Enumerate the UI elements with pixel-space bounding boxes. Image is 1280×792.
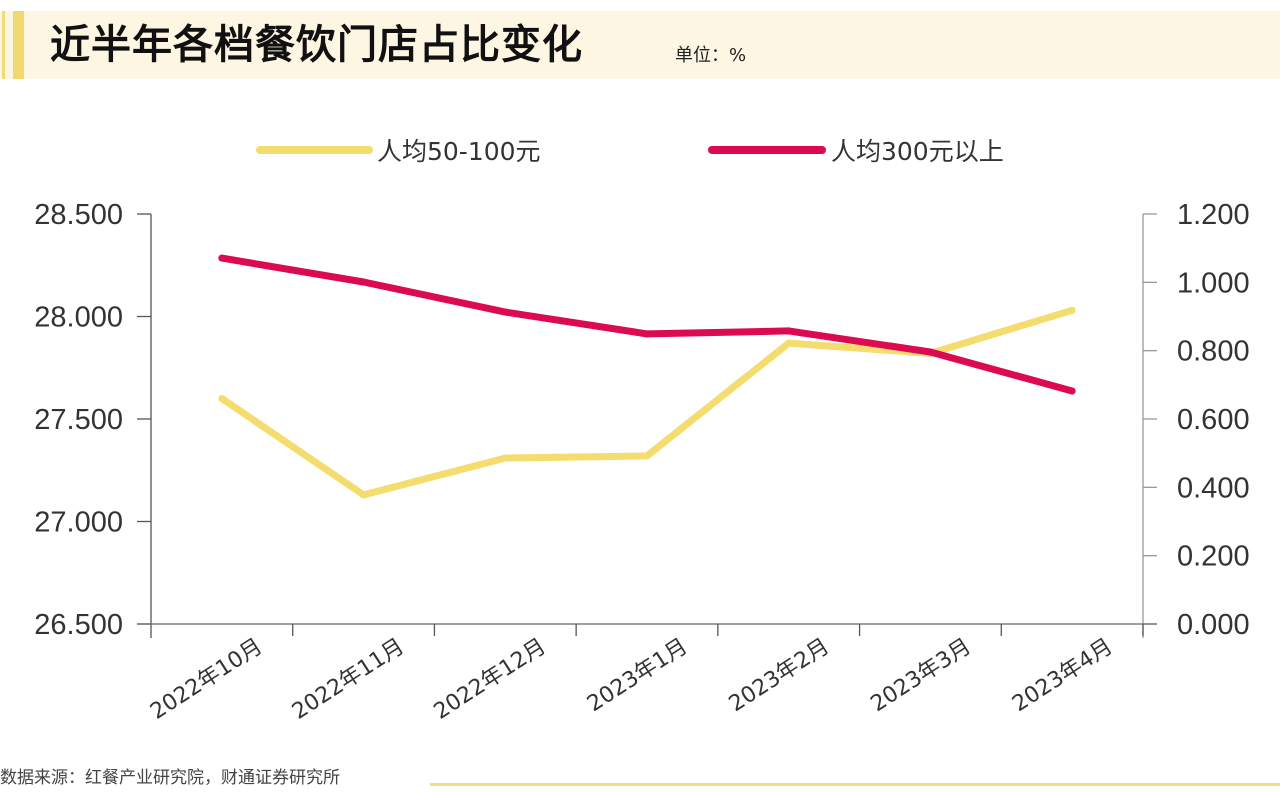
x-tick-label: 2023年1月 <box>583 634 692 717</box>
y-right-tick-label: 0.600 <box>1177 404 1250 436</box>
data-point <box>501 308 509 316</box>
footer-divider <box>430 783 1280 786</box>
y-right-tick-label: 0.200 <box>1177 541 1250 573</box>
x-tick-label: 2023年4月 <box>1008 634 1117 717</box>
y-left-tick-label: 28.500 <box>34 199 123 231</box>
y-right-tick-label: 1.000 <box>1177 267 1250 299</box>
data-point <box>1068 387 1076 395</box>
axes: 28.500 28.000 27.500 27.000 26.500 1.200 1.000… <box>34 199 1249 725</box>
y-left-tick-label: 27.500 <box>34 404 123 436</box>
legend-label-1: 人均50-100元 <box>377 137 541 166</box>
data-point <box>501 454 509 462</box>
data-point <box>785 327 793 335</box>
y-right-tick-label: 0.400 <box>1177 472 1250 504</box>
data-point <box>218 254 226 262</box>
x-tick-label: 2022年10月 <box>146 634 267 725</box>
x-tick-label: 2023年2月 <box>725 634 834 717</box>
series-line-1 <box>218 306 1076 499</box>
legend: 人均50-100元 人均300元以上 <box>256 137 1004 166</box>
y-left-tick-label: 27.000 <box>34 507 123 539</box>
title-accent-stripe-thick <box>13 11 24 79</box>
y-left-tick-label: 26.500 <box>34 609 123 641</box>
data-point <box>218 395 226 402</box>
data-point <box>1068 306 1076 314</box>
series-lines <box>218 254 1076 499</box>
y-right-tick-label: 0.800 <box>1177 336 1250 368</box>
title-band <box>0 11 1280 79</box>
source-note: 数据来源：红餐产业研究院，财通证券研究所 <box>0 768 340 788</box>
data-point <box>643 452 651 460</box>
data-point <box>785 339 793 347</box>
title-accent-stripe-thin <box>2 11 5 79</box>
x-tick-label: 2023年3月 <box>866 634 975 717</box>
unit-label: 单位：% <box>675 45 747 66</box>
data-point <box>926 348 934 356</box>
chart-title: 近半年各档餐饮门店占比变化 <box>50 22 583 68</box>
x-tick-label: 2022年12月 <box>430 634 551 725</box>
y-right-tick-label: 0.000 <box>1177 609 1250 641</box>
x-tick-label: 2022年11月 <box>288 634 409 725</box>
y-left-tick-label: 28.000 <box>34 302 123 334</box>
series-line-2 <box>218 254 1076 395</box>
data-point <box>360 278 368 286</box>
y-right-tick-label: 1.200 <box>1177 199 1250 231</box>
legend-label-2: 人均300元以上 <box>831 137 1004 166</box>
data-point <box>643 330 651 338</box>
data-point <box>360 491 368 499</box>
